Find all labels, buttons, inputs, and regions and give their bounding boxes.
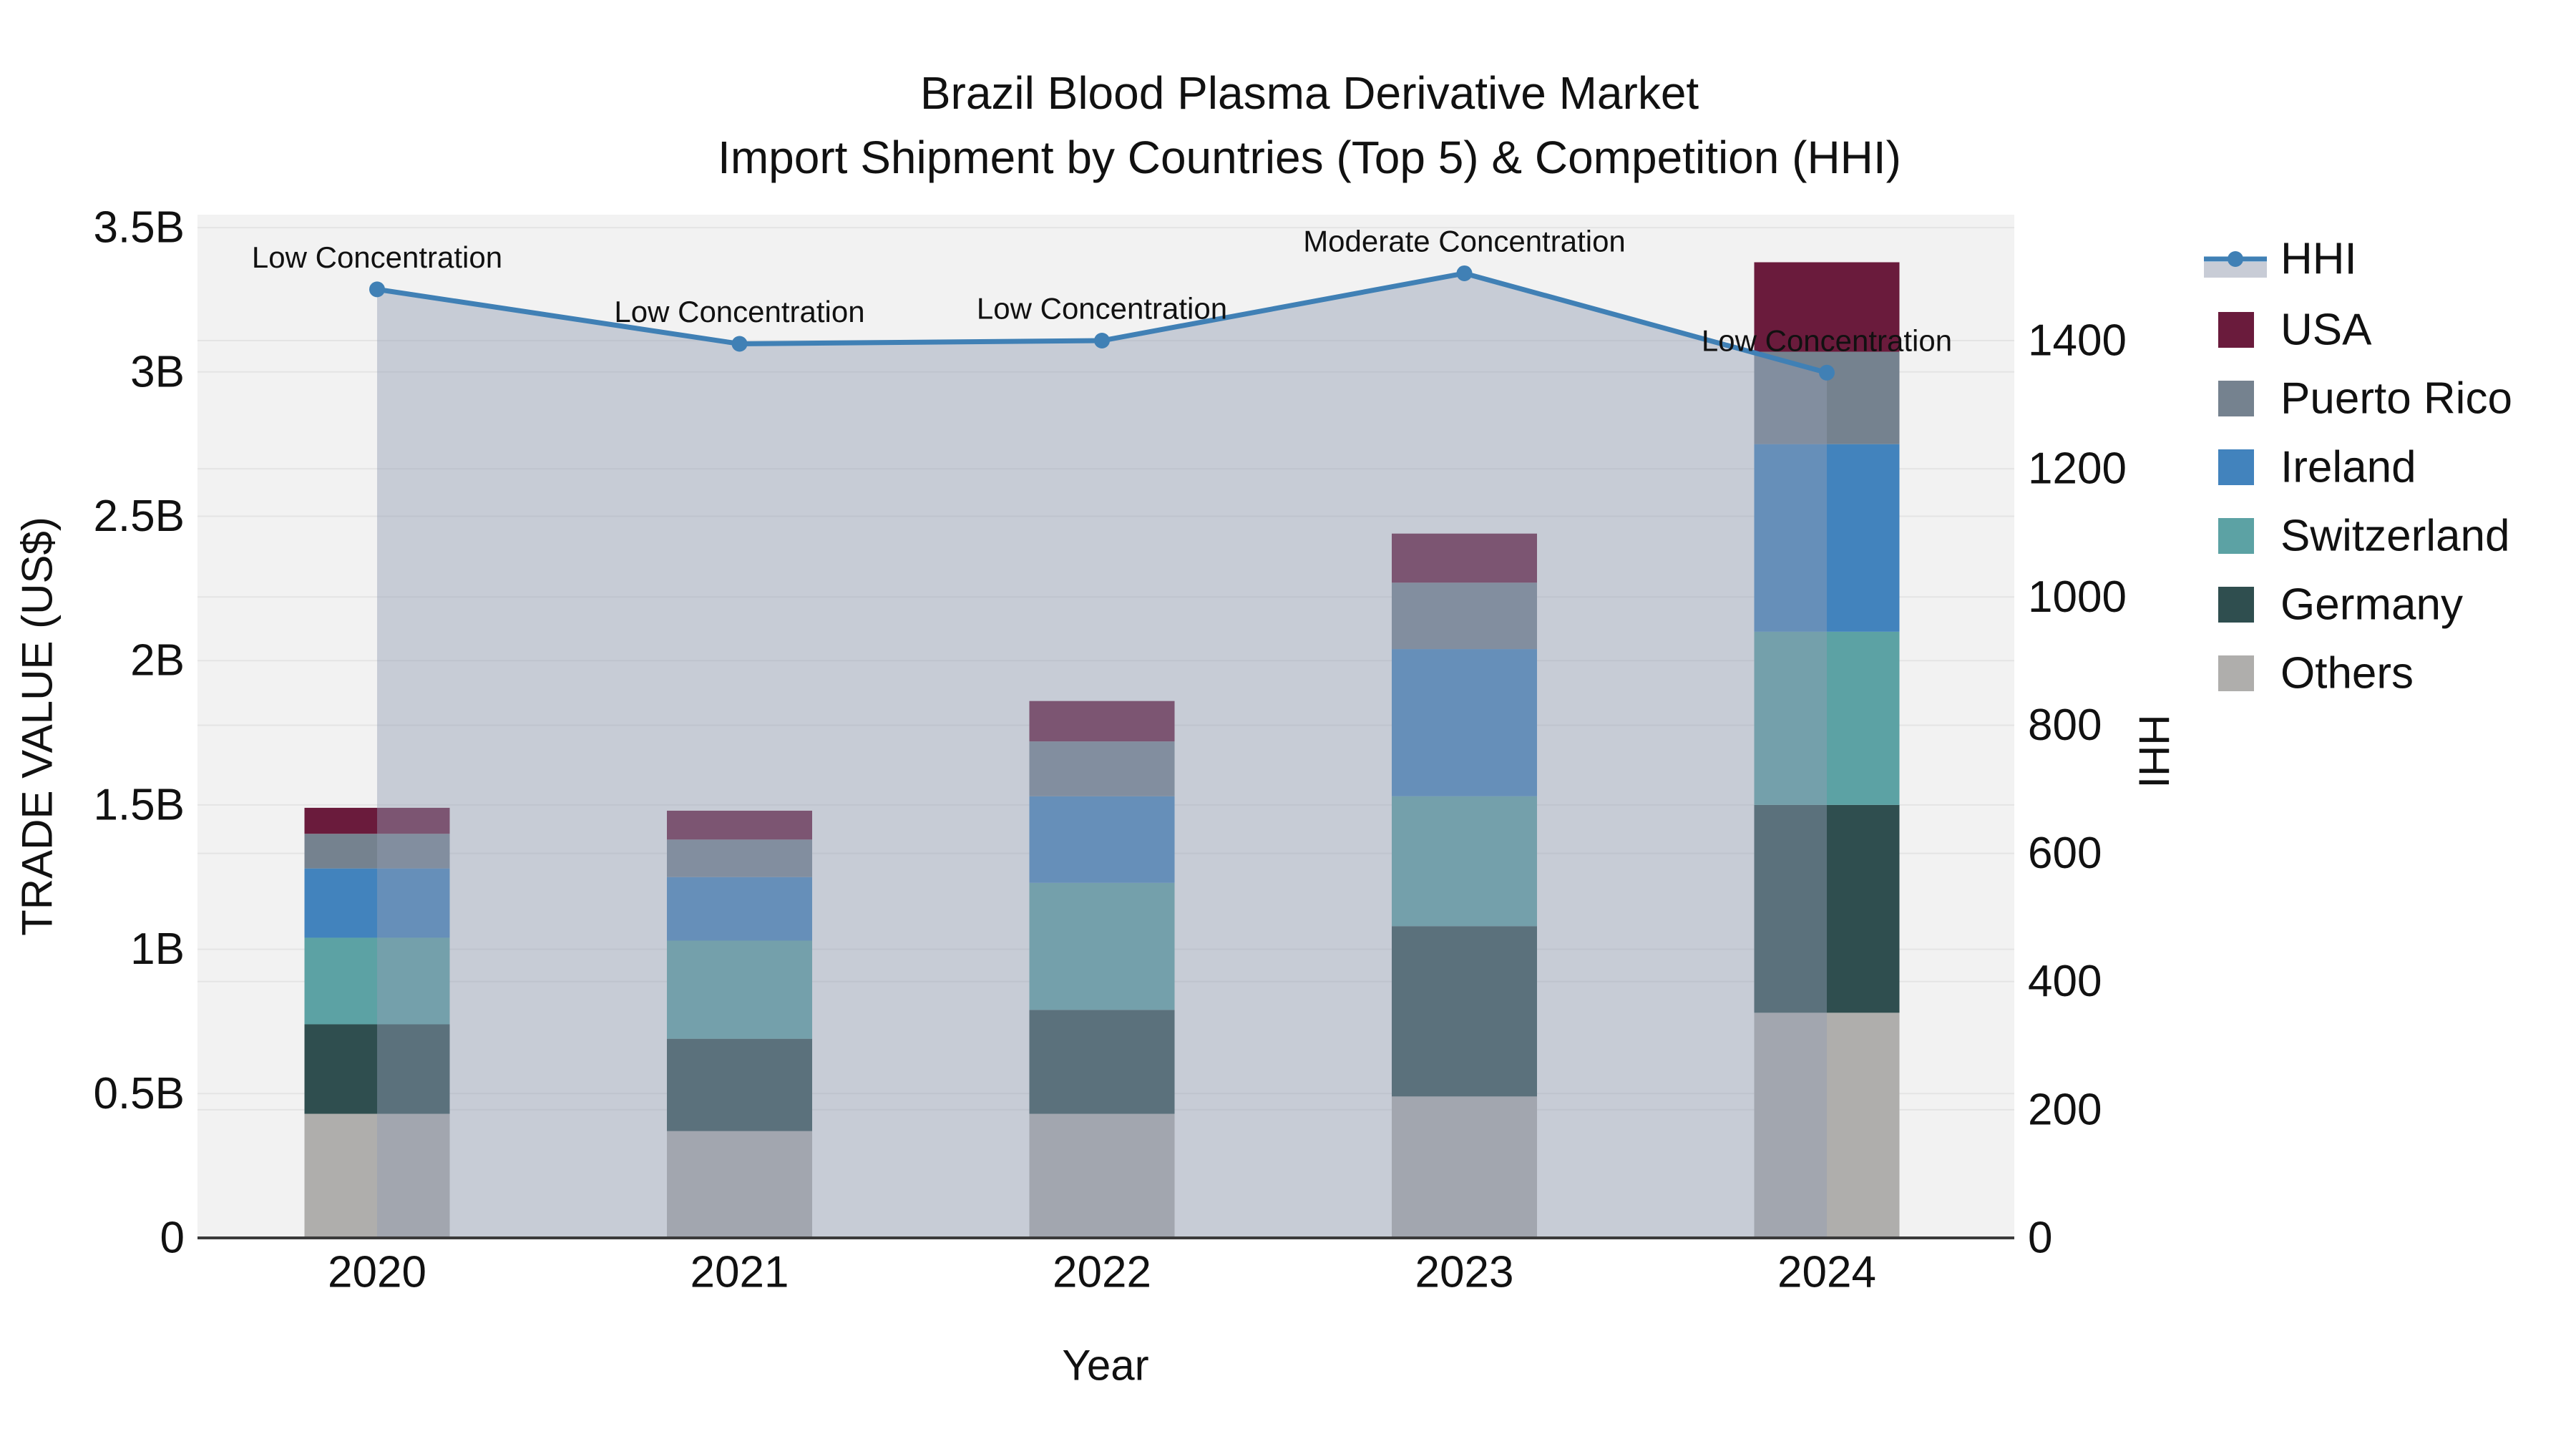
legend-label-puerto-rico: Puerto Rico <box>2280 374 2512 424</box>
hhi-marker-2024 <box>1819 364 1835 381</box>
legend-item-ireland[interactable]: Ireland <box>2218 443 2416 492</box>
bar-segment-usa-2023 <box>1392 533 1537 583</box>
line-annotations: Low Concentration Low Concentration Low Co… <box>252 224 1952 357</box>
bar-segment-germany-2022 <box>1029 1010 1175 1114</box>
bar-segment-switzerland-2023 <box>1392 796 1537 927</box>
bar-segment-usa-2021 <box>667 810 812 840</box>
bar-segment-ireland-2023 <box>1392 649 1537 796</box>
x-axis-tick-labels: 2020 2021 2022 2023 2024 <box>328 1248 1876 1297</box>
y-right-tick-label: 600 <box>2028 829 2102 878</box>
bar-segment-others-2023 <box>1392 1096 1537 1238</box>
y-left-tick-label: 2B <box>130 636 185 686</box>
y-right-tick-label: 400 <box>2028 957 2102 1006</box>
annotation-label-2023: Moderate Concentration <box>1303 224 1626 258</box>
y-left-axis-title: TRADE VALUE (US$) <box>14 517 62 936</box>
legend-swatch-ireland <box>2218 449 2254 485</box>
bar-segment-germany-2021 <box>667 1038 812 1131</box>
y-left-tick-label: 3.5B <box>93 203 185 253</box>
bar-segment-ireland-2022 <box>1029 796 1175 883</box>
legend-swatch-germany <box>2218 587 2254 623</box>
legend-swatch-switzerland <box>2218 518 2254 554</box>
hhi-area-fill <box>377 273 1827 1239</box>
x-tick-label-2024: 2024 <box>1777 1248 1876 1297</box>
legend-swatch-puerto-rico <box>2218 381 2254 416</box>
bar-segment-puerto-rico-2022 <box>1029 741 1175 796</box>
stacked-bars <box>304 262 1900 1238</box>
hhi-marker-2023 <box>1456 265 1473 281</box>
legend-label-usa: USA <box>2280 306 2372 355</box>
y-right-tick-label: 800 <box>2028 701 2102 750</box>
legend-label-switzerland: Switzerland <box>2280 512 2509 561</box>
bar-segment-switzerland-2024 <box>1754 631 1900 805</box>
bar-segment-puerto-rico-2023 <box>1392 582 1537 650</box>
legend-item-germany[interactable]: Germany <box>2218 580 2463 630</box>
x-axis-title: Year <box>1062 1342 1148 1390</box>
bar-segment-switzerland-2020 <box>304 937 450 1025</box>
y-left-tick-label: 0.5B <box>93 1069 185 1118</box>
bar-segment-ireland-2024 <box>1754 444 1900 632</box>
chart-title-line1: Brazil Blood Plasma Derivative Market <box>920 67 1699 119</box>
legend: HHI USA Puerto Rico Ireland Switzerland Germa… <box>2204 235 2512 698</box>
legend-label-germany: Germany <box>2280 580 2463 630</box>
y-right-tick-label: 1400 <box>2028 316 2127 366</box>
bar-segment-puerto-rico-2020 <box>304 834 450 869</box>
legend-hhi-fill-swatch <box>2204 262 2267 278</box>
x-tick-label-2020: 2020 <box>328 1248 426 1297</box>
legend-label-ireland: Ireland <box>2280 443 2416 492</box>
bar-segment-germany-2023 <box>1392 926 1537 1097</box>
legend-item-puerto-rico[interactable]: Puerto Rico <box>2218 374 2512 424</box>
legend-swatch-others <box>2218 655 2254 691</box>
y-left-tick-label: 1.5B <box>93 780 185 829</box>
bar-segment-others-2024 <box>1754 1013 1900 1238</box>
legend-label-others: Others <box>2280 649 2414 698</box>
bar-segment-switzerland-2022 <box>1029 882 1175 1010</box>
bar-segment-germany-2024 <box>1754 804 1900 1013</box>
bar-segment-germany-2020 <box>304 1024 450 1114</box>
bar-segment-switzerland-2021 <box>667 940 812 1039</box>
bar-segment-ireland-2021 <box>667 877 812 941</box>
hhi-markers <box>369 265 1835 381</box>
bar-segment-others-2020 <box>304 1113 450 1238</box>
right-axis-tick-labels: 0 200 400 600 800 1000 1200 1400 <box>2028 316 2127 1263</box>
hhi-marker-2020 <box>369 281 385 298</box>
y-right-axis-title: HHI <box>2130 714 2178 788</box>
legend-hhi-marker-icon <box>2228 251 2243 267</box>
y-right-tick-label: 1200 <box>2028 444 2127 494</box>
legend-swatch-usa <box>2218 312 2254 348</box>
bar-segment-usa-2022 <box>1029 701 1175 742</box>
bar-segment-usa-2020 <box>304 807 450 834</box>
legend-item-hhi[interactable]: HHI <box>2204 235 2357 284</box>
y-left-tick-label: 2.5B <box>93 492 185 541</box>
y-left-tick-label: 3B <box>130 347 185 396</box>
annotation-label-2020: Low Concentration <box>252 240 502 274</box>
bar-segment-others-2021 <box>667 1131 812 1238</box>
hhi-marker-2021 <box>731 336 748 352</box>
y-left-tick-label: 1B <box>130 924 185 974</box>
x-tick-label-2022: 2022 <box>1053 1248 1151 1297</box>
legend-item-switzerland[interactable]: Switzerland <box>2218 512 2509 561</box>
y-right-tick-label: 1000 <box>2028 572 2127 622</box>
chart-title-line2: Import Shipment by Countries (Top 5) & C… <box>718 132 1901 183</box>
legend-label-hhi: HHI <box>2280 235 2357 284</box>
bar-segment-ireland-2020 <box>304 868 450 938</box>
annotation-label-2024: Low Concentration <box>1702 323 1952 357</box>
bar-segment-puerto-rico-2021 <box>667 839 812 877</box>
annotation-label-2021: Low Concentration <box>614 295 864 328</box>
bar-segment-usa-2024 <box>1754 262 1900 352</box>
left-axis-tick-labels: 0 0.5B 1B 1.5B 2B 2.5B 3B 3.5B <box>93 203 185 1263</box>
y-right-tick-label: 0 <box>2028 1214 2052 1263</box>
x-tick-label-2023: 2023 <box>1415 1248 1514 1297</box>
bar-segment-others-2022 <box>1029 1113 1175 1238</box>
y-left-tick-label: 0 <box>160 1214 185 1263</box>
legend-item-usa[interactable]: USA <box>2218 306 2372 355</box>
x-tick-label-2021: 2021 <box>691 1248 789 1297</box>
hhi-marker-2022 <box>1094 333 1110 349</box>
legend-item-others[interactable]: Others <box>2218 649 2414 698</box>
annotation-label-2022: Low Concentration <box>977 292 1227 326</box>
y-right-tick-label: 200 <box>2028 1085 2102 1134</box>
